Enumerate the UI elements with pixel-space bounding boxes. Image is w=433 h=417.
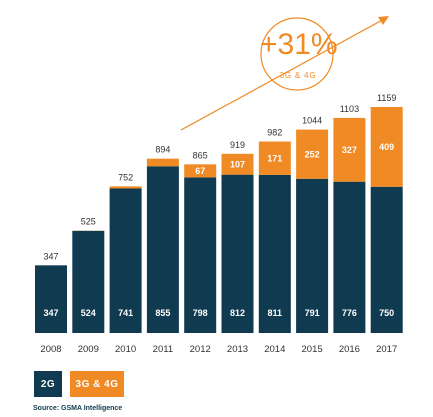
label-total-2016: 1103 <box>340 104 359 114</box>
bar-3g4g-2011 <box>146 158 179 167</box>
bar-3g4g-2013 <box>221 153 254 175</box>
tick-label-2012: 2012 <box>190 344 211 355</box>
tick-label-2008: 2008 <box>40 344 61 355</box>
bar-3g4g-2017 <box>370 107 403 187</box>
bar-3g4g-2016 <box>333 117 366 182</box>
bar-2g-2016 <box>333 181 366 333</box>
bar-2g-2011 <box>146 166 179 333</box>
label-total-2017: 1159 <box>377 93 396 103</box>
bar-2g-2008 <box>35 265 67 333</box>
tick-label-2016: 2016 <box>339 344 360 355</box>
legend-item-2g: 2G <box>34 371 62 397</box>
label-2g-2016: 776 <box>342 308 357 318</box>
bar-3g4g-2012 <box>184 164 217 178</box>
tick-label-2015: 2015 <box>302 344 323 355</box>
label-2g-2011: 855 <box>155 308 170 318</box>
label-3g4g-2014: 171 <box>267 153 282 163</box>
tick-label-2010: 2010 <box>115 344 136 355</box>
tick-label-2017: 2017 <box>376 344 397 355</box>
bar-3g4g-2015 <box>296 129 329 179</box>
label-total-2015: 1044 <box>302 116 322 126</box>
bar-2g-2010 <box>109 188 142 333</box>
label-total-2009: 525 <box>81 217 96 227</box>
bar-2g-2014 <box>258 174 291 333</box>
label-2g-2017: 750 <box>379 308 394 318</box>
legend-item-3g-4g: 3G & 4G <box>70 371 124 397</box>
label-2g-2013: 812 <box>230 308 245 318</box>
label-total-2014: 982 <box>267 128 282 138</box>
tick-label-2014: 2014 <box>264 344 285 355</box>
label-3g4g-2017: 409 <box>379 142 394 152</box>
label-total-2013: 919 <box>230 140 245 150</box>
source-note: Source: GSMA Intelligence <box>33 405 123 412</box>
label-total-2008: 347 <box>43 251 58 261</box>
bar-2g-2013 <box>221 174 254 333</box>
label-total-2010: 752 <box>118 172 133 182</box>
bar-3g4g-2014 <box>258 141 291 175</box>
growth-arrow-line <box>180 17 387 131</box>
label-2g-2009: 524 <box>81 308 96 318</box>
label-3g4g-2016: 327 <box>342 145 357 155</box>
label-2g-2012: 798 <box>193 308 208 318</box>
bars: 347 347 2008 524 525 2009 741 752 2010 855 894 2011… <box>35 93 403 355</box>
tick-label-2013: 2013 <box>227 344 248 355</box>
label-2g-2015: 791 <box>305 308 320 318</box>
label-3g4g-2015: 252 <box>305 149 320 159</box>
label-total-2012: 865 <box>193 150 208 160</box>
bar-2g-2015 <box>296 178 329 333</box>
growth-label: 3G & 4G <box>279 71 317 80</box>
label-3g4g-2013: 107 <box>230 159 245 169</box>
growth-badge <box>180 16 389 131</box>
bar-2g-2012 <box>184 177 217 333</box>
label-3g4g-2012: 67 <box>195 166 205 176</box>
bar-3g4g-2010 <box>109 186 142 189</box>
label-2g-2010: 741 <box>118 308 133 318</box>
bar-2g-2017 <box>370 186 403 333</box>
label-2g-2014: 811 <box>268 308 283 318</box>
label-2g-2008: 347 <box>43 308 58 318</box>
growth-circle <box>260 17 334 91</box>
bar-2g-2009 <box>72 230 105 333</box>
tick-label-2009: 2009 <box>78 344 99 355</box>
label-total-2011: 894 <box>155 145 170 155</box>
tick-label-2011: 2011 <box>153 344 173 355</box>
growth-arrow-head <box>378 16 389 25</box>
growth-value: +31% <box>260 28 338 61</box>
